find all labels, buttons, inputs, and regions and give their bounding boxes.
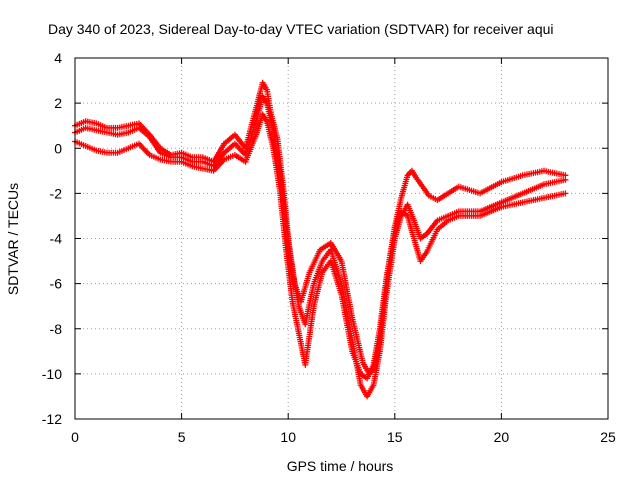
x-tick-label: 5: [178, 429, 186, 445]
x-axis: 0 5 10 15 20 25: [71, 58, 616, 445]
grid: [75, 58, 608, 419]
y-tick-label: 2: [54, 95, 62, 111]
y-axis-title: SDTVAR / TECUs: [5, 183, 21, 295]
y-tick-label: -12: [42, 411, 62, 427]
series-line-track-middle: [74, 95, 566, 398]
y-tick-label: -6: [50, 276, 63, 292]
x-tick-label: 0: [71, 429, 79, 445]
data-point: [562, 176, 569, 183]
y-tick-label: -8: [50, 321, 63, 337]
y-axis: 4 2 0 -2 -4 -6 -8 -10 -12: [42, 50, 608, 427]
y-tick-label: -10: [42, 366, 62, 382]
y-tick-label: -4: [50, 231, 63, 247]
x-tick-label: 25: [600, 429, 616, 445]
y-tick-label: -2: [50, 185, 63, 201]
x-tick-label: 15: [387, 429, 403, 445]
y-tick-label: 4: [54, 50, 62, 66]
series-track-lower: [72, 111, 569, 382]
series-track-upper: [72, 79, 569, 377]
chart-title: Day 340 of 2023, Sidereal Day-to-day VTE…: [48, 21, 554, 37]
x-axis-title: GPS time / hours: [287, 458, 394, 474]
y-tick-label: 0: [54, 140, 62, 156]
data-point: [562, 190, 569, 197]
series-layer: [72, 79, 569, 400]
x-tick-label: 10: [280, 429, 296, 445]
x-tick-label: 20: [494, 429, 510, 445]
series-line-track-upper: [74, 82, 566, 375]
series-track-middle: [72, 93, 569, 400]
plot-frame: [74, 57, 609, 420]
